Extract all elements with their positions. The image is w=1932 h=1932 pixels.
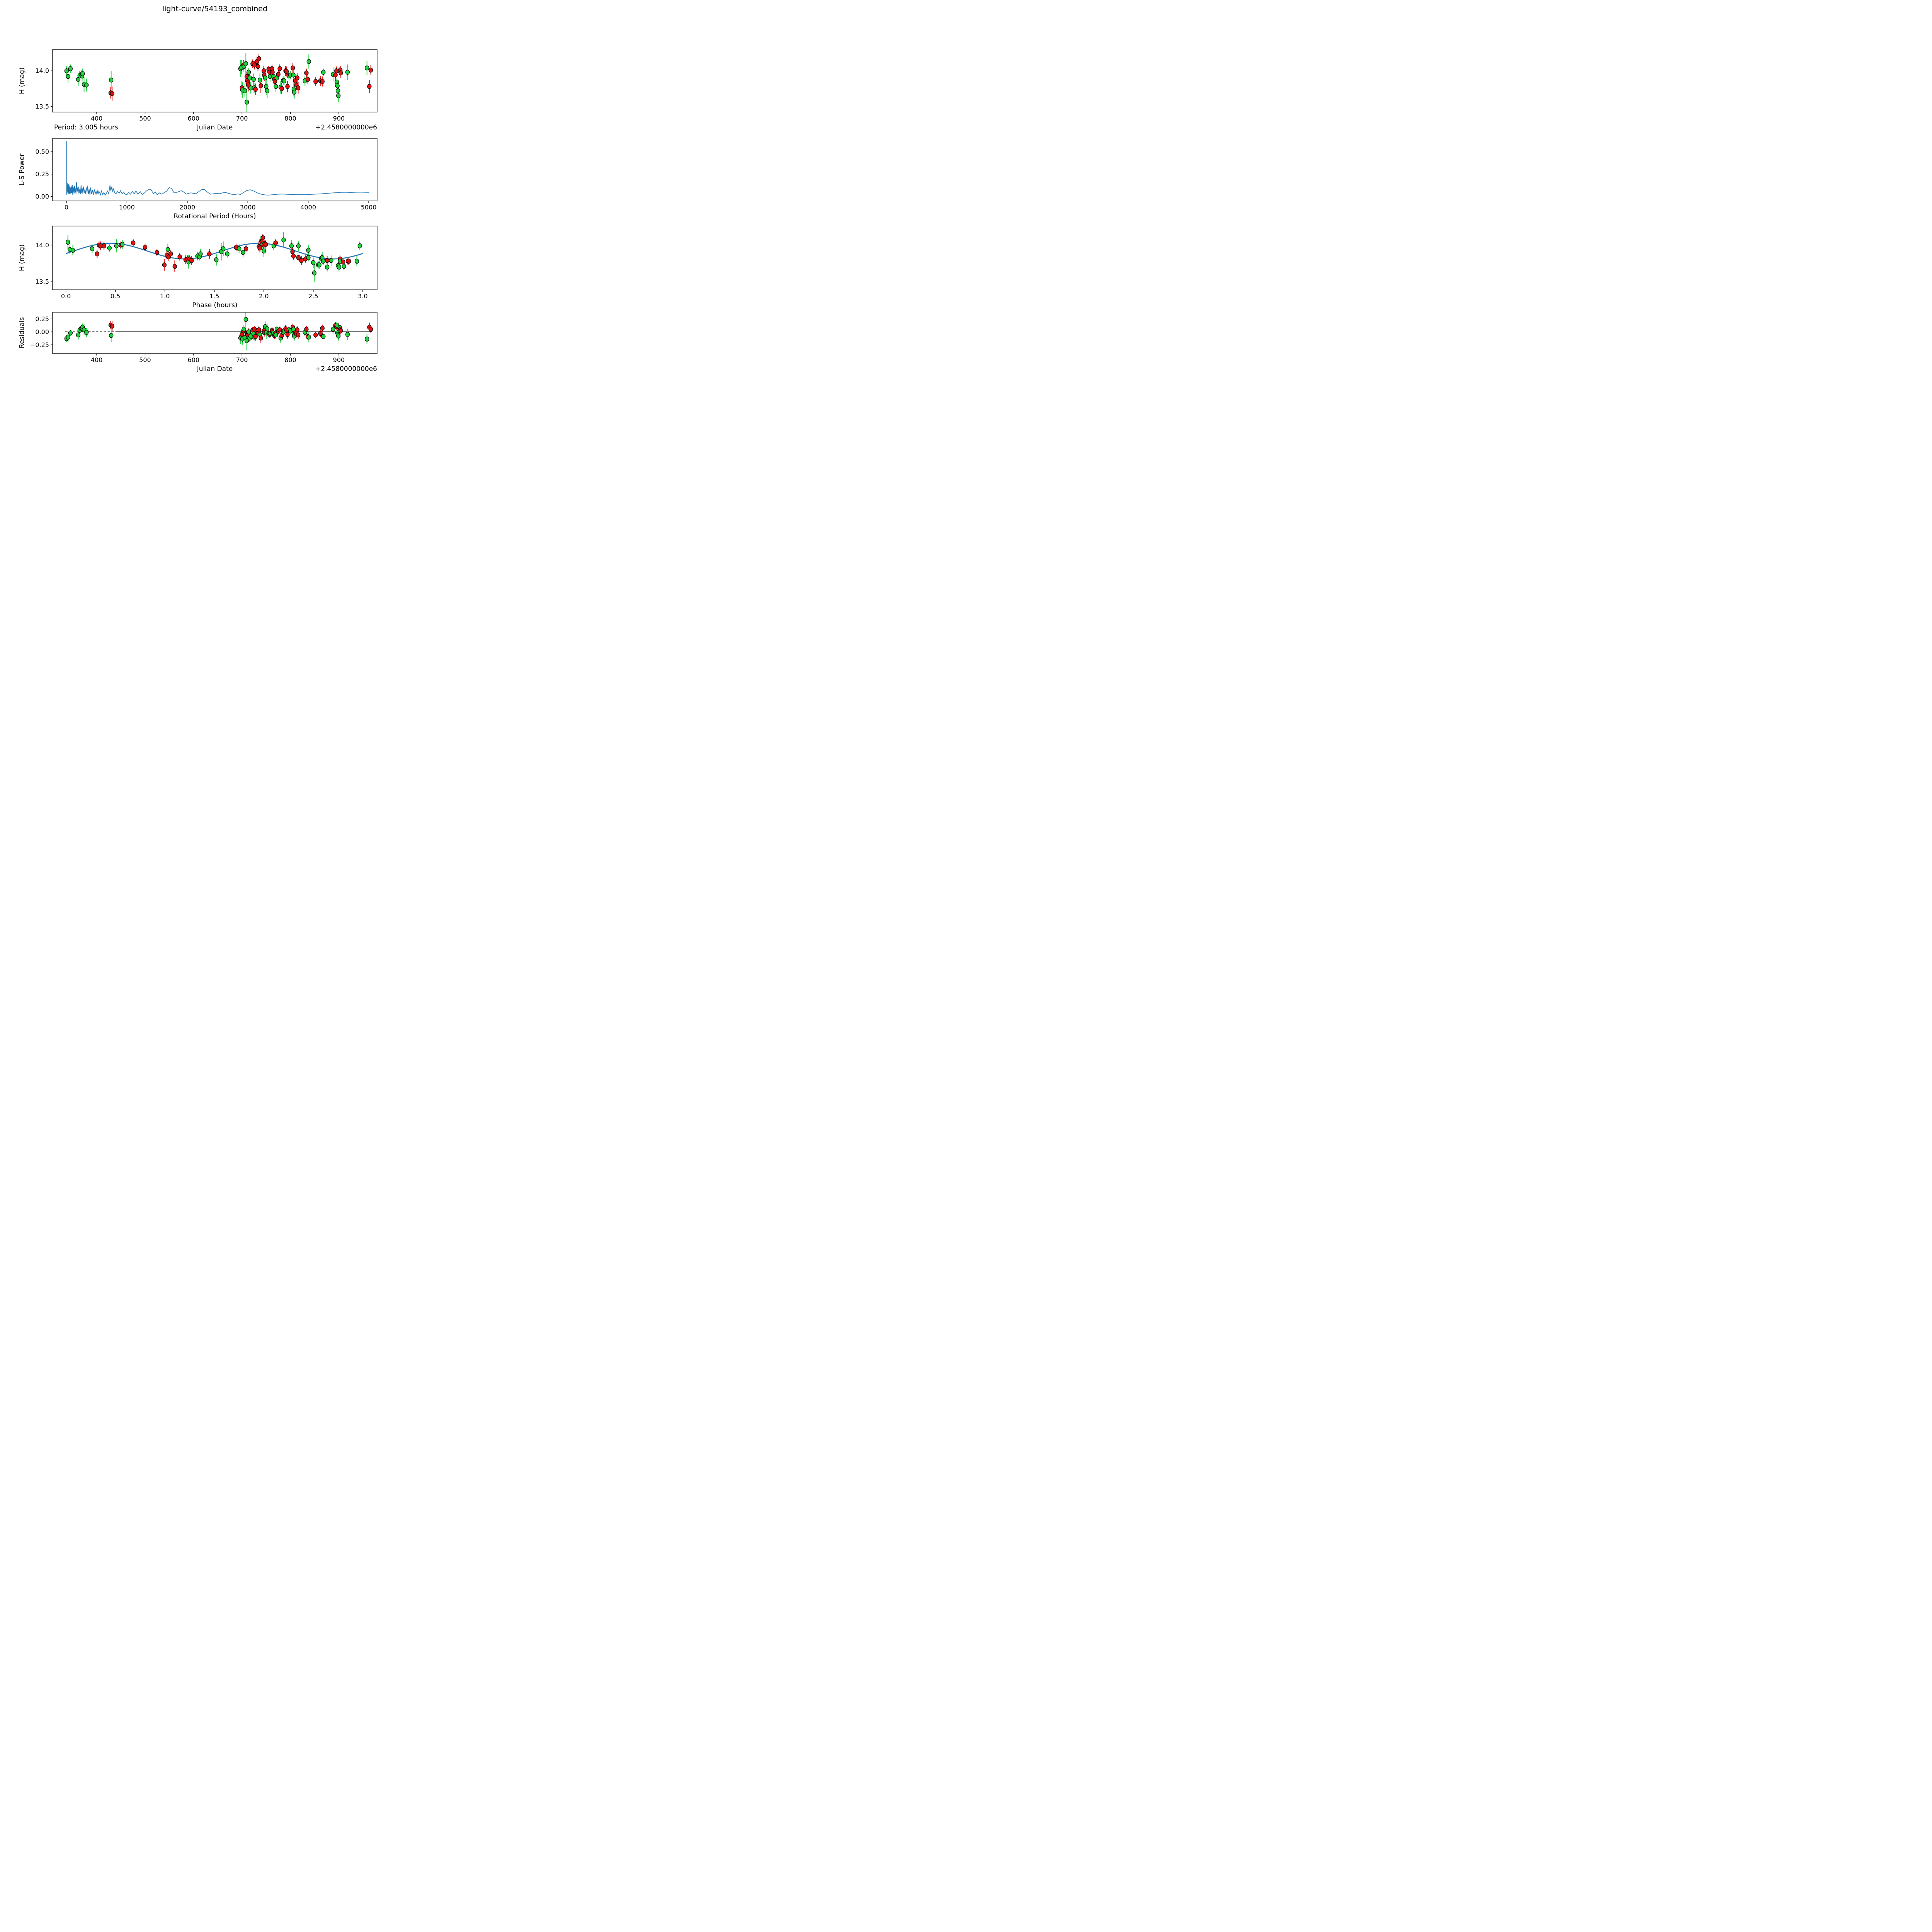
lightcurve_vs_jd-markers [64,56,373,105]
svg-text:2000: 2000 [179,204,195,211]
svg-text:900: 900 [333,115,345,122]
svg-text:−0.25: −0.25 [30,341,49,349]
xlabel-julian-date-top: Julian Date [197,124,233,131]
figure-title: light-curve/54193_combined [162,5,268,13]
svg-text:500: 500 [139,115,151,122]
svg-text:700: 700 [236,356,248,364]
periodogram-curve [66,141,369,196]
lightcurve_vs_jd-ticks: 400 500 600 700 800 900 13.5 14.0 [35,67,345,122]
svg-text:14.0: 14.0 [35,242,49,249]
svg-text:0.50: 0.50 [35,148,49,155]
svg-text:400: 400 [91,356,103,364]
svg-text:0.25: 0.25 [35,170,49,178]
svg-text:0.00: 0.00 [35,193,49,200]
svg-text:500: 500 [139,356,151,364]
x-offset-label-top: +2.4580000000e6 [315,124,377,131]
xlabel-julian-date-bottom: Julian Date [197,365,233,373]
period-annotation: Period: 3.005 hours [54,124,119,131]
svg-text:800: 800 [284,356,296,364]
lightcurve_vs_jd-errorbars [66,53,371,112]
phase-model-curve [66,243,363,260]
phase_folded-markers [66,235,362,276]
svg-text:5000: 5000 [361,204,377,211]
svg-text:4000: 4000 [300,204,316,211]
svg-text:900: 900 [333,356,345,364]
xlabel-phase-hours: Phase (hours) [192,301,238,309]
periodogram-axes-box [52,138,378,201]
residuals_vs_jd-content [64,312,373,350]
svg-text:600: 600 [188,115,200,122]
periodogram-content [66,141,369,196]
residuals_vs_jd-axes-box [52,312,378,354]
svg-text:1.5: 1.5 [209,293,219,300]
svg-text:400: 400 [91,115,103,122]
svg-text:700: 700 [236,115,248,122]
svg-text:2.5: 2.5 [308,293,318,300]
svg-text:800: 800 [284,115,296,122]
figure: light-curve/54193_combined H (mag) L-S P… [0,0,417,417]
svg-text:0.00: 0.00 [35,328,49,335]
svg-text:13.5: 13.5 [35,278,49,286]
lightcurve_vs_jd-content [64,53,373,112]
lightcurve_vs_jd-axes-box [52,49,378,112]
periodogram-ticks: 0 1000 2000 3000 4000 5000 0.00 0.25 0.50 [35,148,376,211]
svg-text:0: 0 [65,204,68,211]
svg-text:1000: 1000 [119,204,135,211]
residuals_vs_jd-errorbars [66,312,371,350]
svg-text:0.0: 0.0 [61,293,71,300]
x-offset-label-bottom: +2.4580000000e6 [315,365,377,373]
residuals_vs_jd-markers [64,317,373,343]
svg-text:0.5: 0.5 [111,293,120,300]
residuals_vs_jd-ticks: 400 500 600 700 800 900 −0.25 0.00 0.25 [30,315,345,364]
svg-text:14.0: 14.0 [35,67,49,75]
svg-text:13.5: 13.5 [35,103,49,110]
svg-text:2.0: 2.0 [259,293,269,300]
svg-text:1.0: 1.0 [160,293,170,300]
phase_folded-axes-box [52,226,378,290]
phase_folded-content [66,232,363,282]
svg-text:3000: 3000 [240,204,256,211]
svg-text:3.0: 3.0 [358,293,367,300]
phase_folded-ticks: 0.0 0.5 1.0 1.5 2.0 2.5 3.0 13.5 14.0 [35,242,367,300]
svg-text:600: 600 [188,356,200,364]
xlabel-rotational-period: Rotational Period (Hours) [173,213,256,220]
plot-canvas: 400 500 600 700 800 900 13.5 14.0 0 1000 2000 3000 4… [30,49,378,364]
svg-text:0.25: 0.25 [35,315,49,323]
